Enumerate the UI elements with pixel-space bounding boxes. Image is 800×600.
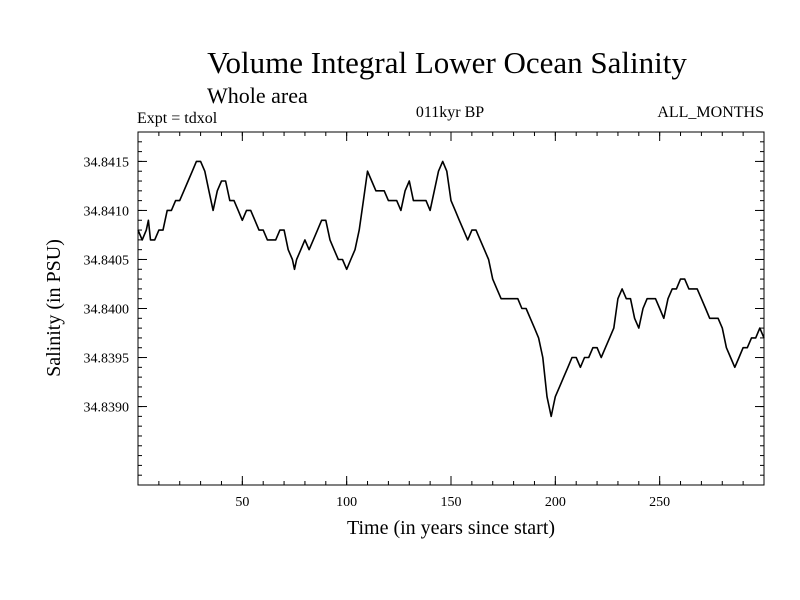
plot-frame [137,131,765,486]
chart-subtitle: Whole area [207,83,308,108]
y-tick-label: 34.8400 [84,303,130,318]
x-tick-label: 250 [649,495,670,510]
chart-title: Volume Integral Lower Ocean Salinity [207,45,687,80]
tick-labels: 50 100 150 200 250 34.8390 34.8395 34.8400 34.84… [84,155,671,510]
x-tick-label: 150 [441,495,462,510]
period-label: 011kyr BP [416,104,484,121]
y-tick-label: 34.8415 [84,155,130,170]
x-tick-label: 50 [235,495,249,510]
x-axis-label: Time (in years since start) [347,517,555,539]
x-tick-label: 200 [545,495,566,510]
axis-ticks [138,132,764,485]
y-tick-label: 34.8410 [84,204,130,219]
y-axis-label: Salinity (in PSU) [43,239,65,377]
series-line [137,160,765,418]
y-tick-label: 34.8390 [84,401,130,416]
x-tick-label: 100 [336,495,357,510]
y-tick-label: 34.8405 [84,253,130,268]
y-tick-label: 34.8395 [84,352,130,367]
experiment-label: Expt = tdxol [137,110,218,127]
months-label: ALL_MONTHS [657,104,764,121]
